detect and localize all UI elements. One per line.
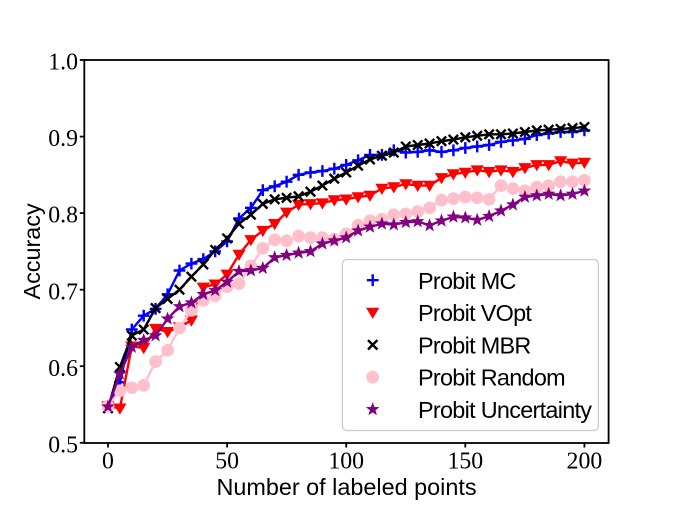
svg-text:1.0: 1.0	[48, 50, 78, 76]
svg-text:150: 150	[447, 449, 483, 475]
svg-text:0.8: 0.8	[48, 203, 78, 229]
svg-text:Probit MBR: Probit MBR	[418, 332, 531, 358]
svg-text:0.9: 0.9	[48, 126, 78, 152]
svg-text:0.7: 0.7	[48, 279, 78, 305]
svg-text:Probit VOpt: Probit VOpt	[418, 300, 532, 326]
svg-text:Probit Uncertainty: Probit Uncertainty	[418, 397, 592, 423]
svg-text:200: 200	[567, 449, 603, 475]
svg-text:Accuracy: Accuracy	[19, 203, 45, 299]
svg-text:0.6: 0.6	[48, 356, 78, 382]
svg-text:50: 50	[215, 449, 239, 475]
svg-text:Probit MC: Probit MC	[418, 268, 516, 294]
svg-text:0.5: 0.5	[48, 432, 78, 458]
svg-text:100: 100	[328, 449, 364, 475]
svg-text:Probit Random: Probit Random	[418, 365, 565, 391]
svg-text:Number of labeled points: Number of labeled points	[216, 474, 476, 500]
svg-text:0: 0	[102, 449, 114, 475]
